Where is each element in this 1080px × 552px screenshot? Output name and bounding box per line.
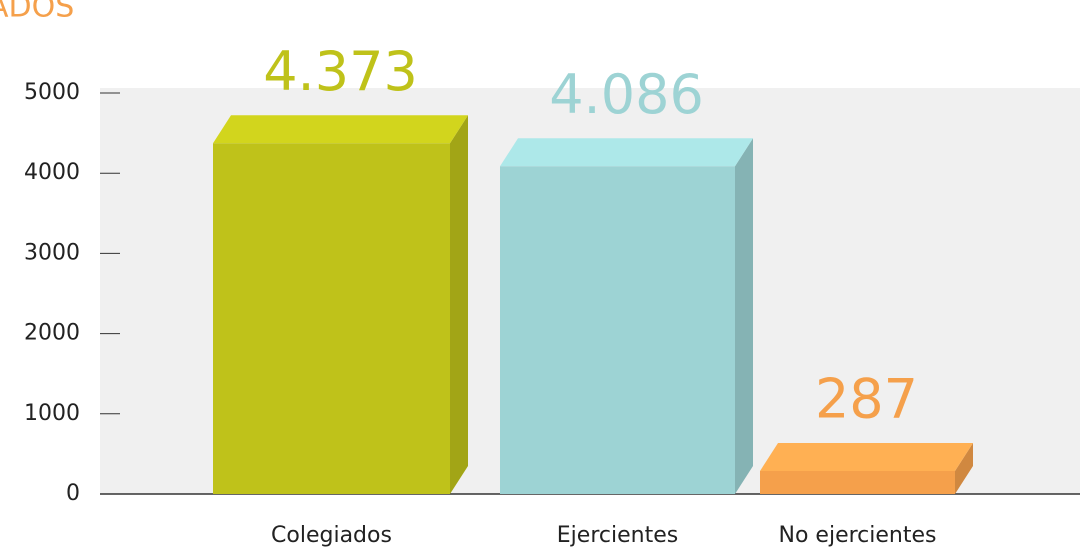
bar-front — [213, 143, 450, 494]
bar — [213, 115, 468, 494]
bar-top — [213, 115, 468, 144]
bar — [500, 138, 753, 494]
bar-side — [955, 442, 973, 494]
y-tick-label: 4000 — [24, 160, 80, 185]
x-tick-label: Ejercientes — [557, 523, 678, 548]
bar-front — [760, 470, 955, 494]
bar-top — [760, 442, 973, 471]
x-tick-label: No ejercientes — [779, 523, 937, 548]
value-label: 287 — [815, 368, 918, 431]
bar-side — [450, 115, 468, 494]
value-label: 4.086 — [549, 63, 704, 126]
chart-title: ADOS — [0, 0, 74, 25]
y-tick-label: 2000 — [24, 321, 80, 346]
bar-top — [500, 138, 753, 167]
x-tick-label: Colegiados — [271, 523, 392, 548]
y-tick-label: 0 — [66, 481, 80, 506]
y-tick-label: 5000 — [24, 80, 80, 105]
y-tick-label: 3000 — [24, 240, 80, 265]
bar-side — [735, 138, 753, 494]
y-tick-label: 1000 — [24, 401, 80, 426]
bar-front — [500, 166, 735, 494]
bar — [760, 442, 973, 494]
value-label: 4.373 — [263, 40, 418, 103]
